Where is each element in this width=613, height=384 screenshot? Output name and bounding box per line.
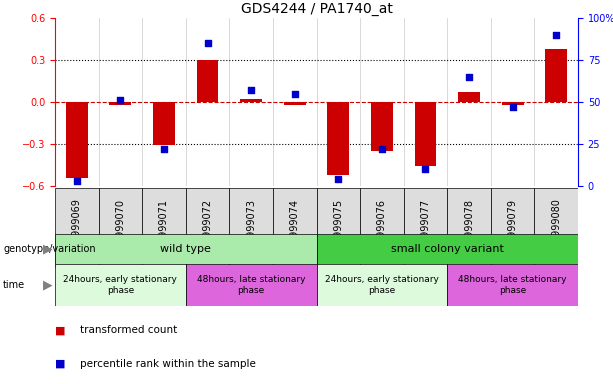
FancyBboxPatch shape bbox=[99, 188, 142, 268]
Point bbox=[464, 74, 474, 80]
Bar bbox=[153, 102, 175, 146]
Bar bbox=[501, 102, 524, 105]
Bar bbox=[414, 102, 436, 166]
Text: genotype/variation: genotype/variation bbox=[3, 244, 96, 254]
Bar bbox=[371, 102, 393, 151]
FancyBboxPatch shape bbox=[186, 264, 316, 306]
Text: GSM999069: GSM999069 bbox=[72, 199, 82, 257]
FancyBboxPatch shape bbox=[447, 264, 578, 306]
Text: GSM999074: GSM999074 bbox=[290, 199, 300, 258]
Bar bbox=[284, 102, 306, 105]
Text: 24hours, early stationary
phase: 24hours, early stationary phase bbox=[63, 275, 177, 295]
Text: GSM999070: GSM999070 bbox=[115, 199, 126, 258]
FancyBboxPatch shape bbox=[316, 188, 360, 268]
Point bbox=[246, 87, 256, 93]
Text: GSM999075: GSM999075 bbox=[333, 199, 343, 258]
Point bbox=[159, 146, 169, 152]
FancyBboxPatch shape bbox=[316, 234, 578, 264]
Text: 48hours, late stationary
phase: 48hours, late stationary phase bbox=[197, 275, 305, 295]
FancyBboxPatch shape bbox=[55, 188, 99, 268]
Bar bbox=[240, 99, 262, 102]
FancyBboxPatch shape bbox=[186, 188, 229, 268]
Point bbox=[421, 166, 430, 172]
Text: ■: ■ bbox=[55, 325, 66, 335]
FancyBboxPatch shape bbox=[404, 188, 447, 268]
Text: GSM999071: GSM999071 bbox=[159, 199, 169, 258]
Text: GSM999079: GSM999079 bbox=[508, 199, 517, 258]
Text: 48hours, late stationary
phase: 48hours, late stationary phase bbox=[459, 275, 567, 295]
Point bbox=[333, 176, 343, 182]
FancyBboxPatch shape bbox=[316, 264, 447, 306]
FancyBboxPatch shape bbox=[447, 188, 491, 268]
Point bbox=[290, 91, 300, 97]
FancyBboxPatch shape bbox=[142, 188, 186, 268]
Point bbox=[203, 40, 213, 46]
Text: transformed count: transformed count bbox=[80, 325, 177, 335]
Bar bbox=[66, 102, 88, 178]
FancyBboxPatch shape bbox=[360, 188, 404, 268]
Text: ▶: ▶ bbox=[43, 243, 53, 255]
Text: time: time bbox=[3, 280, 25, 290]
Text: GSM999073: GSM999073 bbox=[246, 199, 256, 258]
Text: GSM999076: GSM999076 bbox=[377, 199, 387, 258]
FancyBboxPatch shape bbox=[273, 188, 316, 268]
FancyBboxPatch shape bbox=[229, 188, 273, 268]
Text: GSM999080: GSM999080 bbox=[551, 199, 562, 257]
Bar bbox=[197, 60, 218, 102]
Point bbox=[377, 146, 387, 152]
FancyBboxPatch shape bbox=[55, 234, 316, 264]
FancyBboxPatch shape bbox=[55, 264, 186, 306]
Point bbox=[72, 178, 82, 184]
Text: 24hours, early stationary
phase: 24hours, early stationary phase bbox=[325, 275, 439, 295]
Text: GSM999078: GSM999078 bbox=[464, 199, 474, 258]
FancyBboxPatch shape bbox=[535, 188, 578, 268]
Bar bbox=[458, 92, 480, 102]
FancyBboxPatch shape bbox=[491, 188, 535, 268]
Text: small colony variant: small colony variant bbox=[391, 244, 504, 254]
Bar bbox=[110, 102, 131, 105]
Text: ▶: ▶ bbox=[43, 278, 53, 291]
Point bbox=[115, 97, 125, 103]
Text: ■: ■ bbox=[55, 359, 66, 369]
Bar bbox=[327, 102, 349, 175]
Text: wild type: wild type bbox=[161, 244, 211, 254]
Text: GSM999077: GSM999077 bbox=[421, 199, 430, 258]
Title: GDS4244 / PA1740_at: GDS4244 / PA1740_at bbox=[240, 2, 392, 16]
Text: percentile rank within the sample: percentile rank within the sample bbox=[80, 359, 256, 369]
Text: GSM999072: GSM999072 bbox=[202, 199, 213, 258]
Point bbox=[508, 104, 517, 110]
Bar bbox=[546, 49, 567, 102]
Point bbox=[551, 32, 561, 38]
